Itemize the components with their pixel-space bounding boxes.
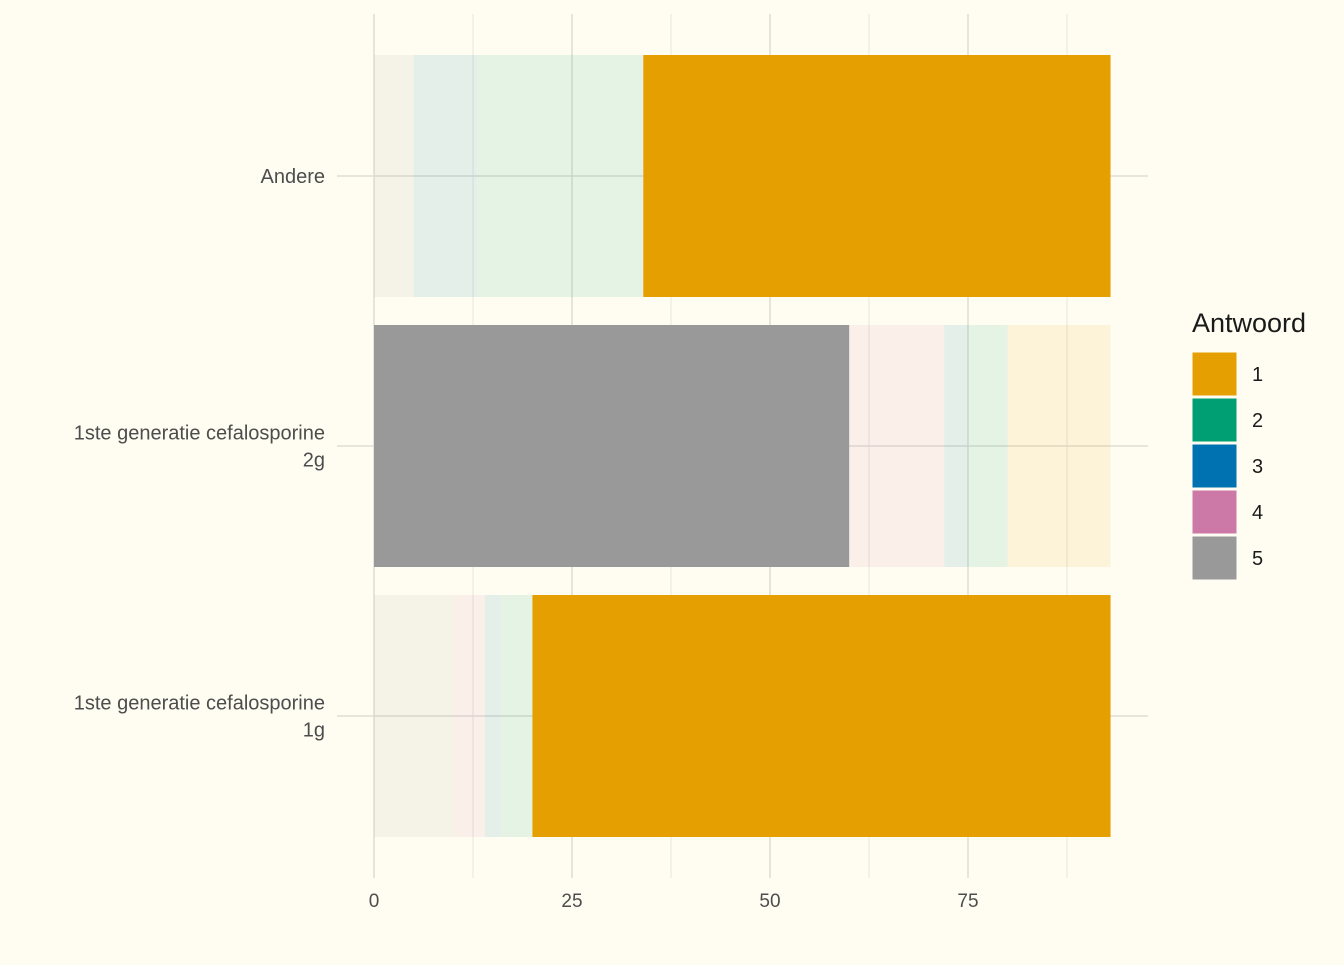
legend-label: 3 [1252,456,1263,478]
legend-label: 2 [1252,410,1263,432]
bar-segment-3 [484,595,501,837]
category-label: 2g [303,450,325,472]
legend-swatch-4 [1191,489,1238,535]
category-label: 1ste generatie cefalosporine [74,423,325,445]
category-label: 1ste generatie cefalosporine [74,693,325,715]
legend-title: Antwoord [1192,308,1306,338]
bar-segment-4 [453,595,485,837]
category-label: Andere [261,166,326,188]
bar-segment-1 [532,595,1111,837]
bar-segment-4 [849,325,945,567]
bars-layer [374,55,1111,837]
x-tick-label: 50 [759,891,780,912]
bar-segment-1 [643,55,1111,297]
labels-layer: Andere 1ste generatie cefalosporine 2g 1ste… [74,166,979,912]
bar-segment-3 [944,325,968,567]
x-tick-label: 25 [561,891,582,912]
legend-swatch-2 [1191,397,1238,443]
legend-label: 1 [1252,364,1263,386]
legend-swatch-5 [1191,535,1238,581]
legend-swatch-3 [1191,443,1238,489]
category-label: 1g [303,720,325,742]
bar-segment-1 [1007,325,1111,567]
bar-segment-5 [374,595,454,837]
bar-segment-5 [374,325,850,567]
legend: Antwoord 1 2 3 4 5 [1191,308,1306,581]
bar-segment-5 [374,55,414,297]
x-tick-label: 75 [957,891,978,912]
bar-segment-2 [968,325,1008,567]
bar-segment-3 [413,55,477,297]
x-tick-label: 0 [369,891,380,912]
legend-swatch-1 [1191,351,1238,397]
bar-segment-2 [500,595,533,837]
legend-label: 4 [1252,502,1263,524]
legend-label: 5 [1252,548,1263,570]
bar-segment-2 [476,55,644,297]
